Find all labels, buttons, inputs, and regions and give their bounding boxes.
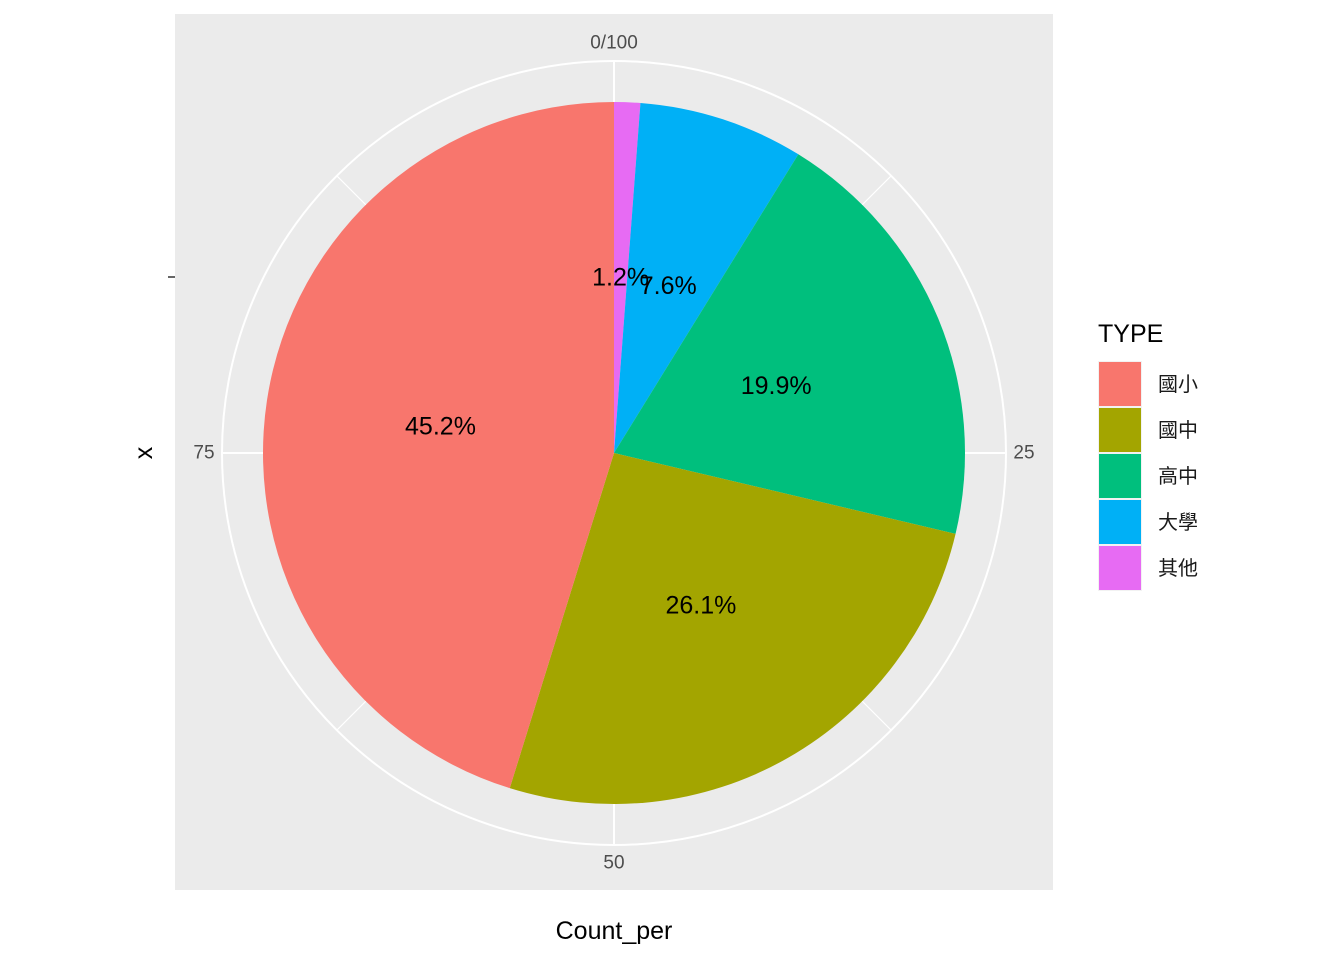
data-label: 19.9% (741, 372, 812, 400)
legend-key (1099, 408, 1141, 452)
legend-key (1099, 362, 1141, 406)
legend-title: TYPE (1098, 320, 1163, 348)
legend-label: 國小 (1158, 372, 1198, 396)
pie-slice (614, 102, 641, 453)
x-axis-title: Count_per (556, 917, 673, 945)
pie-slice (614, 154, 965, 534)
pie-slices (262, 102, 965, 804)
pie-slice (262, 102, 614, 789)
y-axis-title: x (130, 446, 158, 459)
legend-label: 大學 (1158, 510, 1198, 534)
data-label: 7.6% (640, 272, 697, 300)
data-label: 1.2% (592, 264, 649, 292)
data-labels: 1.2%7.6% 19.9% 26.1% 45.2% (405, 264, 812, 620)
data-label: 26.1% (666, 591, 737, 619)
theta-tick-label: 50 (603, 853, 624, 874)
theta-tick-label: 25 (1013, 443, 1034, 464)
theta-tick-label: 0/100 (590, 33, 638, 54)
legend-key (1099, 454, 1141, 498)
legend-label: 高中 (1158, 464, 1198, 488)
theta-ticks: 0/100 25 50 75 (193, 33, 1034, 874)
data-label: 45.2% (405, 413, 476, 441)
legend-key (1099, 500, 1141, 544)
legend-key (1099, 546, 1141, 590)
theta-tick-label: 75 (193, 443, 214, 464)
pie-slice (509, 453, 956, 804)
pie-slice (614, 102, 799, 453)
legend-label: 國中 (1158, 418, 1198, 442)
legend-label: 其他 (1158, 556, 1198, 580)
